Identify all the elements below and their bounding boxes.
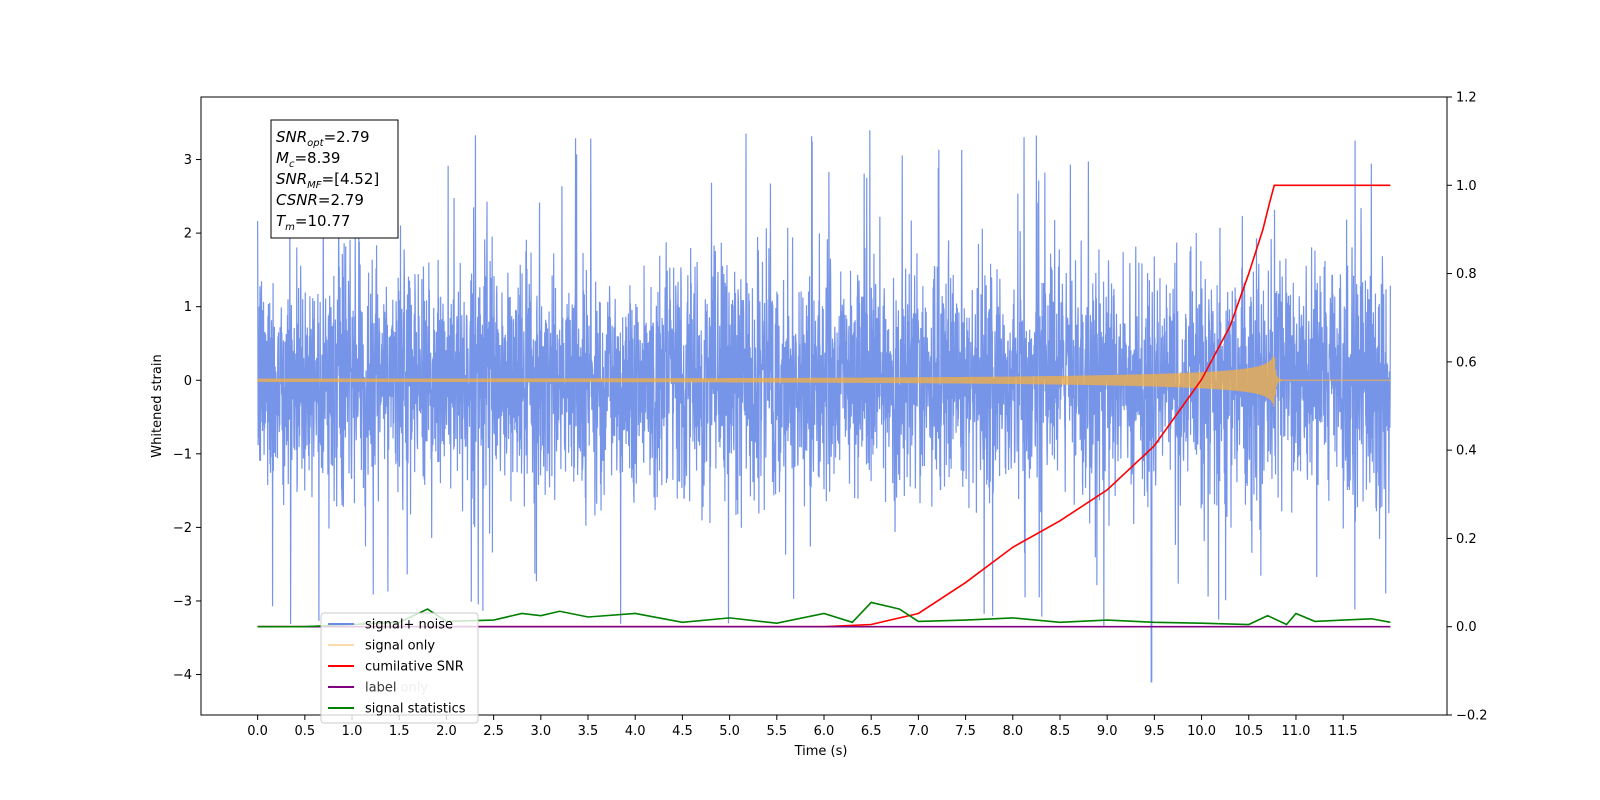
annotation-line: SNRMF=[4.52] <box>276 170 379 191</box>
y2-tick-label: 0.6 <box>1456 355 1477 370</box>
series-cumilative-snr-line <box>257 184 1391 628</box>
legend-entry-label: signal+ noise <box>365 618 453 633</box>
x-axis: 0.0 0.5 1.0 1.5 2.0 2.5 3.0 3.5 4.0 4.5 5.0 5.5 6.0 6… <box>247 715 1358 739</box>
annotation-line: CSNR=2.79 <box>276 191 364 209</box>
x-tick-label: 6.0 <box>814 724 835 739</box>
y-axis-right: −0.2 0.0 0.2 0.4 0.6 0.8 1.0 1.2 <box>1447 91 1488 724</box>
y-tick-label: −2 <box>173 521 192 536</box>
x-tick-label: 1.0 <box>342 724 363 739</box>
x-tick-label: 8.0 <box>1002 724 1023 739</box>
y2-tick-label: 1.2 <box>1456 91 1477 106</box>
legend-entry-label: signal statistics <box>365 702 466 717</box>
x-tick-label: 2.0 <box>436 724 457 739</box>
legend: signal+ noise signal only cumilative SNR la… <box>320 612 479 724</box>
x-tick-label: 3.5 <box>578 724 599 739</box>
y2-tick-label: 0.8 <box>1456 267 1477 282</box>
annotation-line: Mc=8.39 <box>276 149 340 170</box>
x-tick-label: 11.0 <box>1281 724 1310 739</box>
x-tick-label: 3.0 <box>530 724 551 739</box>
x-tick-label: 10.0 <box>1187 724 1216 739</box>
x-tick-label: 0.0 <box>247 724 268 739</box>
y2-tick-label: −0.2 <box>1456 709 1488 724</box>
x-tick-label: 8.5 <box>1050 724 1071 739</box>
series-signal-only-line <box>257 355 1391 407</box>
x-axis-label: Time (s) <box>794 744 848 759</box>
legend-entry-label: signal only <box>365 639 435 654</box>
x-tick-label: 11.5 <box>1329 724 1358 739</box>
x-tick-label: 9.0 <box>1097 724 1118 739</box>
series-signal-noise-line <box>257 130 1391 683</box>
x-tick-label: 9.5 <box>1144 724 1165 739</box>
y-tick-label: 3 <box>184 153 192 168</box>
x-tick-label: 0.5 <box>294 724 315 739</box>
x-tick-label: 4.5 <box>672 724 693 739</box>
x-tick-label: 4.0 <box>625 724 646 739</box>
y2-tick-label: 0.2 <box>1456 532 1477 547</box>
x-tick-label: 5.0 <box>719 724 740 739</box>
series-layer <box>257 130 1391 683</box>
y-tick-label: 1 <box>184 300 192 315</box>
y2-tick-label: 0.0 <box>1456 620 1477 635</box>
y-tick-label: 2 <box>184 227 192 242</box>
y-tick-label: 0 <box>184 374 192 389</box>
annotation-line: SNRopt=2.79 <box>276 128 370 149</box>
y-axis-label: Whitened strain <box>150 354 165 457</box>
legend-entry-label: cumilative SNR <box>365 660 464 675</box>
legend-box <box>320 612 479 724</box>
y-tick-label: −1 <box>173 447 192 462</box>
x-tick-label: 10.5 <box>1234 724 1263 739</box>
y2-tick-label: 0.4 <box>1456 444 1477 459</box>
x-tick-label: 6.5 <box>861 724 882 739</box>
y2-tick-label: 1.0 <box>1456 179 1477 194</box>
x-tick-label: 7.5 <box>955 724 976 739</box>
x-tick-label: 5.5 <box>766 724 787 739</box>
annotation-box <box>270 119 399 239</box>
x-tick-label: 1.5 <box>389 724 410 739</box>
x-tick-label: 2.5 <box>483 724 504 739</box>
annotation-line: Tm=10.77 <box>276 212 350 233</box>
y-axis-left: −4 −3 −2 −1 0 1 2 3 <box>173 153 201 683</box>
legend-entry-label-faint: label only <box>365 681 428 696</box>
legend-entry-label: label <box>365 681 396 696</box>
x-tick-label: 7.0 <box>908 724 929 739</box>
y-tick-label: −3 <box>173 594 192 609</box>
y-tick-label: −4 <box>173 668 192 683</box>
